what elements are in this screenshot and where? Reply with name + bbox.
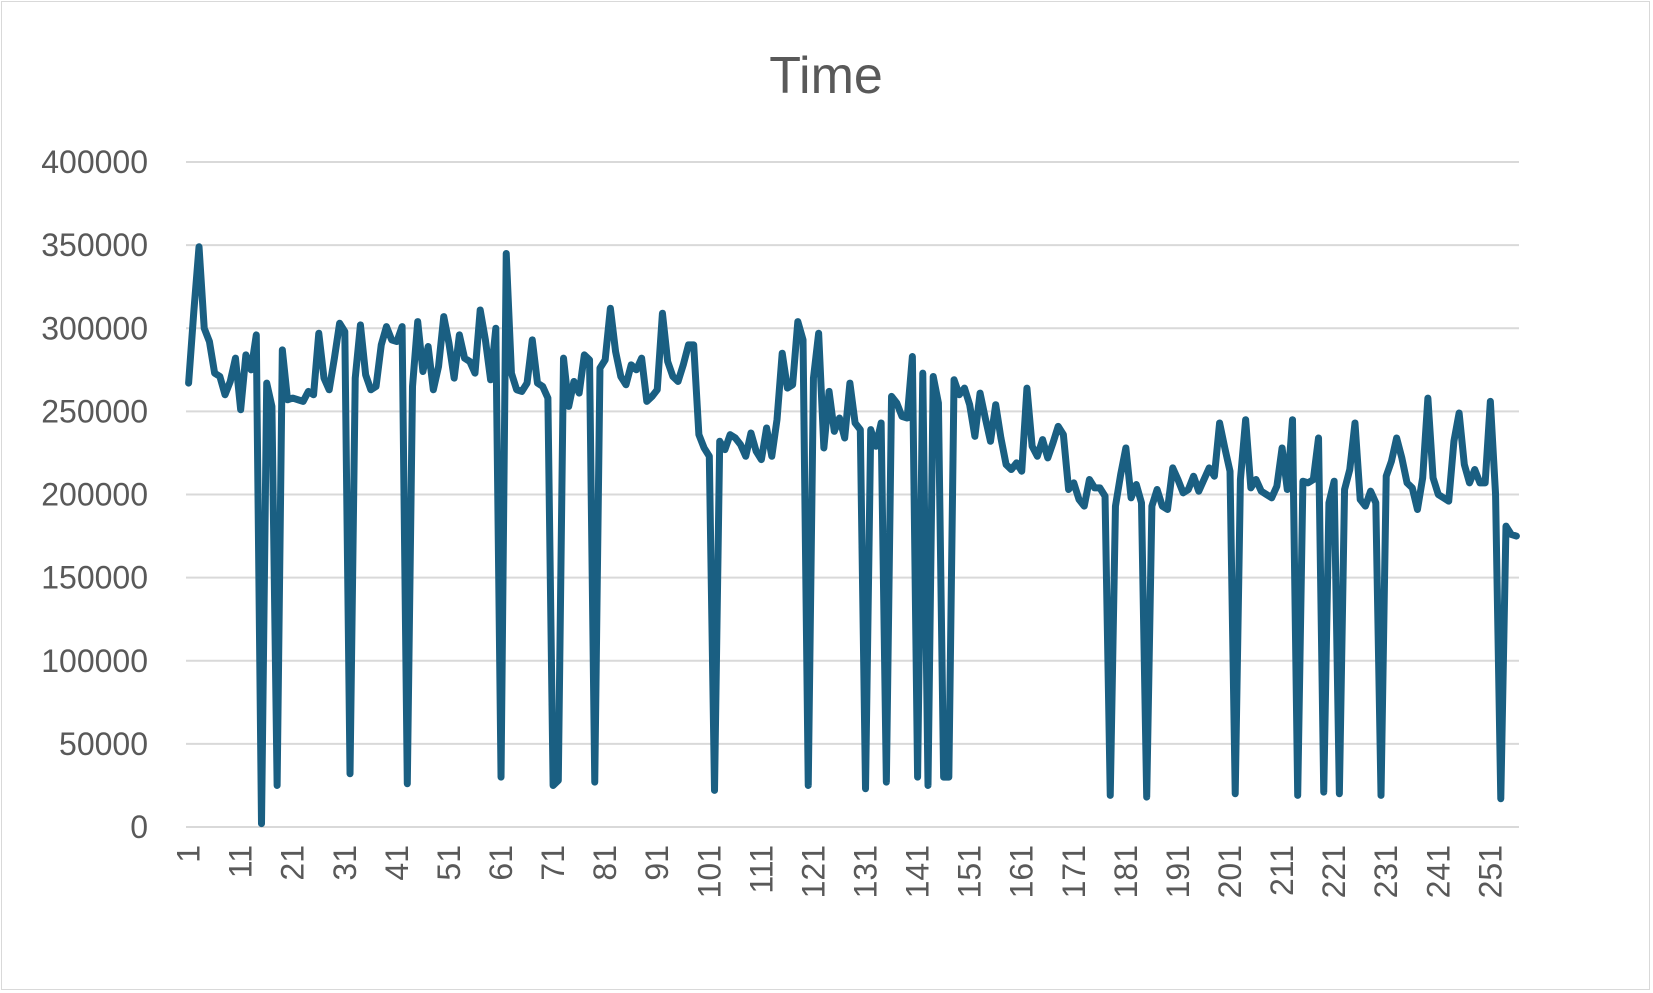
x-tick-label: 91	[639, 845, 675, 881]
x-tick-label: 111	[743, 845, 779, 894]
x-tick-label: 121	[795, 845, 831, 898]
x-axis-tick-labels: 1 11 21 31 41 51 61 71 81 91 101 111 121 131 141 151 161…	[171, 845, 1509, 898]
y-tick-label: 150000	[41, 560, 148, 596]
x-tick-label: 131	[848, 845, 884, 898]
chart-title: Time	[769, 47, 883, 105]
x-tick-label: 171	[1056, 845, 1092, 898]
y-tick-label: 50000	[59, 726, 148, 762]
x-tick-label: 251	[1472, 845, 1508, 898]
x-tick-label: 181	[1108, 845, 1144, 898]
y-tick-label: 250000	[41, 393, 148, 429]
x-tick-label: 31	[327, 845, 363, 881]
series-layer	[185, 243, 1520, 828]
x-tick-label: 51	[431, 845, 467, 881]
x-tick-label: 101	[691, 845, 727, 898]
x-tick-label: 1	[171, 845, 207, 863]
series-line-0	[185, 243, 1520, 828]
x-tick-label: 241	[1420, 845, 1456, 898]
y-tick-label: 400000	[41, 144, 148, 180]
x-tick-label: 201	[1212, 845, 1248, 898]
x-tick-label: 11	[223, 845, 259, 878]
x-tick-label: 221	[1316, 845, 1352, 898]
y-tick-label: 100000	[41, 643, 148, 679]
x-tick-label: 81	[587, 845, 623, 881]
x-tick-label: 161	[1004, 845, 1040, 898]
x-tick-label: 211	[1264, 845, 1300, 896]
x-tick-label: 41	[379, 845, 415, 881]
y-axis-tick-labels: 0 50000 100000 150000 200000 250000 300000 3500…	[41, 144, 148, 845]
y-tick-label: 350000	[41, 227, 148, 263]
x-tick-label: 231	[1368, 845, 1404, 898]
y-tick-label: 200000	[41, 477, 148, 513]
x-tick-label: 151	[952, 845, 988, 898]
y-tick-label: 0	[130, 809, 148, 845]
x-tick-label: 61	[483, 845, 519, 881]
x-tick-label: 141	[900, 845, 936, 898]
x-tick-label: 71	[535, 845, 571, 881]
x-tick-label: 21	[275, 845, 311, 881]
x-tick-label: 191	[1160, 845, 1196, 898]
y-tick-label: 300000	[41, 310, 148, 346]
